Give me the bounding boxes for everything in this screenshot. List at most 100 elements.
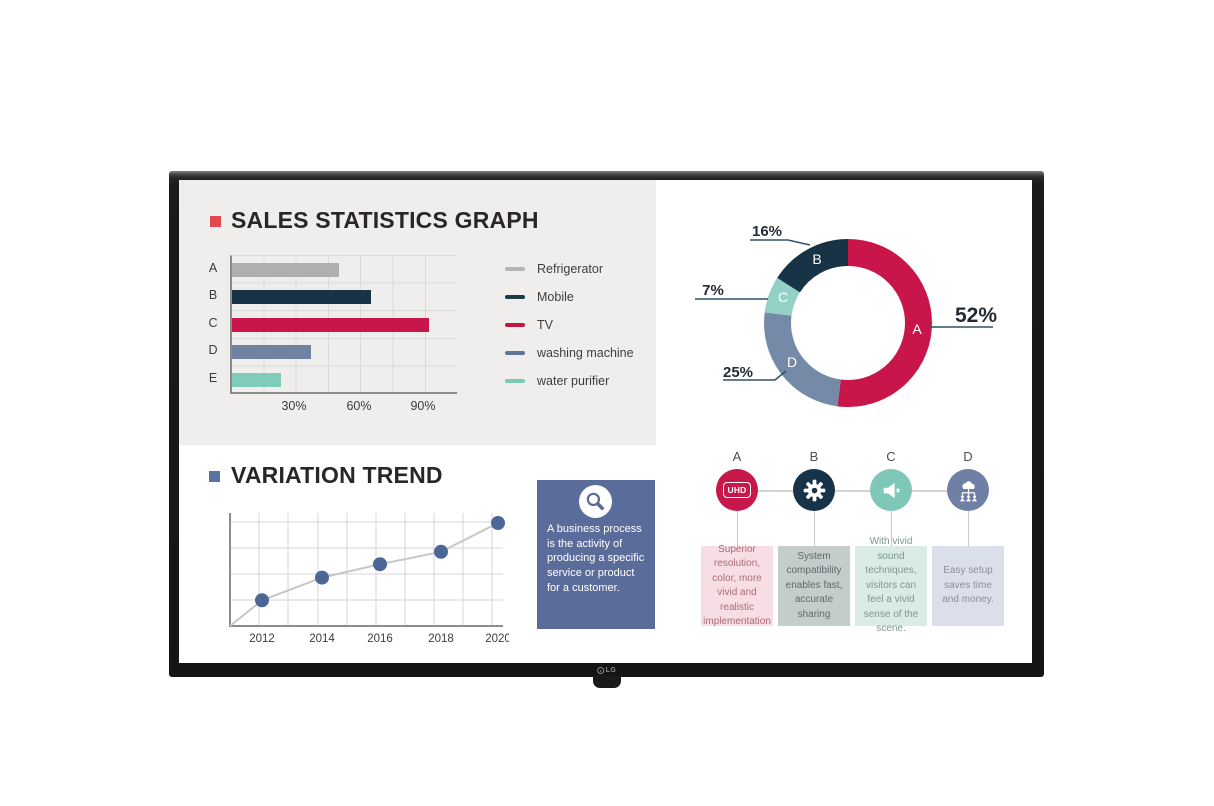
feature-letter: B <box>809 449 819 464</box>
feature-text: System compatibility enables fast, accur… <box>785 550 843 620</box>
legend-label: Refrigerator <box>537 262 603 276</box>
legend-label: Mobile <box>537 290 574 304</box>
gear-icon <box>803 479 825 501</box>
trend-title: VARIATION TREND <box>231 462 443 488</box>
feature-text: Superior resolution, color, more vivid a… <box>703 543 771 628</box>
sales-title-bullet <box>210 216 221 227</box>
cloud-network-icon <box>959 480 977 501</box>
trend-year-label: 2018 <box>428 633 454 645</box>
trend-point <box>315 570 329 585</box>
feature-text: With vivid sound techniques, visitors ca… <box>863 536 919 635</box>
trend-point <box>434 544 448 559</box>
legend-swatch <box>505 379 525 383</box>
donut-pct-label: 52% <box>955 304 997 327</box>
bar <box>232 290 372 305</box>
bar <box>232 317 430 332</box>
trend-year-label: 2016 <box>367 633 393 645</box>
donut-pct-label: 7% <box>702 282 724 299</box>
lg-symbol-icon <box>596 667 604 674</box>
donut-pct-label: 16% <box>752 223 782 240</box>
donut-pct-label: 25% <box>723 364 753 381</box>
lg-logo-text: LG <box>605 667 617 674</box>
trend-year-label: 2014 <box>309 633 335 645</box>
legend-swatch <box>505 351 525 355</box>
feature-circle <box>793 469 835 511</box>
donut-slice-letter: A <box>912 321 922 337</box>
feature-letter: A <box>732 449 742 464</box>
legend-item: washing machine <box>505 339 634 367</box>
donut-callout-line <box>750 239 811 246</box>
monitor-nub <box>592 676 621 688</box>
legend-item: Refrigerator <box>505 255 634 283</box>
feature-box: Superior resolution, color, more vivid a… <box>701 544 773 627</box>
feature-text: Easy setup saves time and money. <box>942 565 994 606</box>
bar-chart <box>230 255 457 394</box>
feature-box: Easy setup saves time and money. <box>932 546 1004 626</box>
feature-connector-vline <box>813 511 815 546</box>
info-text: A business process is the activity of pr… <box>547 523 645 594</box>
donut-slice-letter: C <box>778 289 788 305</box>
trend-point <box>491 516 505 530</box>
legend-label: washing machine <box>537 346 634 360</box>
donut-chart: A 52% D 25% C 7% B 16% <box>695 223 997 407</box>
feature-connector-vline <box>967 511 969 546</box>
legend-item: Mobile <box>505 283 634 311</box>
feature-box: System compatibility enables fast, accur… <box>778 546 850 626</box>
axis-tick-label: 60% <box>346 399 372 413</box>
donut-slice-letter: B <box>812 251 821 267</box>
feature-letter: D <box>963 449 973 464</box>
legend-item: TV <box>505 311 634 339</box>
bar <box>232 262 340 277</box>
legend-swatch <box>505 267 525 271</box>
legend: Refrigerator Mobile TV washing machine water… <box>505 255 634 395</box>
sales-title: SALES STATISTICS GRAPH <box>231 207 539 233</box>
bar <box>232 345 312 360</box>
magnifier-icon <box>586 492 605 511</box>
donut-slice <box>764 239 932 407</box>
donut-slice <box>764 239 932 407</box>
trend-point <box>373 557 387 572</box>
feature-column: B System compatibility enables fast, accu… <box>778 448 850 626</box>
bar <box>232 372 282 387</box>
feature-connector-vline <box>890 511 892 546</box>
magnifier-badge <box>579 485 612 518</box>
feature-column: A UHD Superior resolution, color, more viv… <box>701 448 773 627</box>
lg-logo: LG <box>596 667 617 674</box>
legend-label: TV <box>537 318 553 332</box>
features-connector-line <box>737 490 969 492</box>
legend-swatch <box>505 323 525 327</box>
feature-column: C With vivid sound techniques, visitors c… <box>855 448 927 634</box>
trend-point <box>255 593 269 608</box>
feature-connector-vline <box>736 511 738 546</box>
feature-circle <box>870 469 912 511</box>
trend-title-bullet <box>209 471 220 482</box>
trend-chart: 2012 2014 2016 2018 2020 <box>229 513 509 645</box>
trend-year-label: 2012 <box>249 633 275 645</box>
donut-callout-line <box>723 370 787 381</box>
feature-column: D Easy setup saves time and money. <box>932 448 1004 626</box>
bar-category-label: D <box>208 343 218 358</box>
trend-year-label: 2020 <box>485 633 509 645</box>
bar-category-label: B <box>208 288 218 303</box>
info-card: A business process is the activity of pr… <box>537 480 655 629</box>
feature-circle: UHD <box>716 469 758 511</box>
feature-box: With vivid sound techniques, visitors ca… <box>855 536 927 634</box>
axis-tick-label: 30% <box>281 399 307 413</box>
bar-category-label: E <box>208 370 218 385</box>
legend-label: water purifier <box>537 374 610 388</box>
trend-axes <box>229 513 503 627</box>
legend-swatch <box>505 295 525 299</box>
bar-category-label: A <box>208 260 218 275</box>
bar-category-label: C <box>208 315 218 330</box>
axis-tick-label: 90% <box>410 399 436 413</box>
bar-axis-ticks: 30% 60% 90% <box>230 399 457 415</box>
donut-slice-letter: D <box>787 354 797 370</box>
legend-item: water purifier <box>505 367 634 395</box>
uhd-badge-icon: UHD <box>723 482 751 498</box>
feature-circle <box>947 469 989 511</box>
